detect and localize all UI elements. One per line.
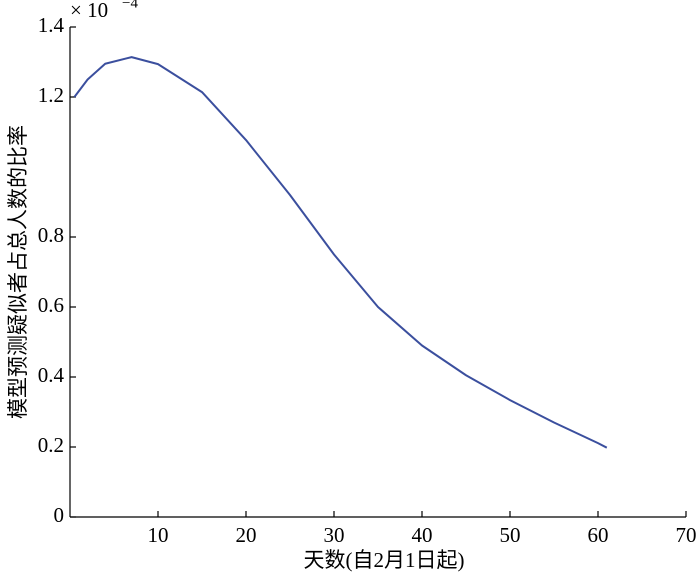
y-tick-label: 0.6 [38, 293, 64, 317]
y-tick-label: 0.4 [38, 363, 65, 387]
x-tick-label: 70 [676, 523, 697, 547]
x-tick-label: 20 [236, 523, 257, 547]
x-tick-label: 30 [324, 523, 345, 547]
x-tick-label: 50 [500, 523, 521, 547]
y-tick-label: 0 [54, 503, 65, 527]
y-tick-label: 1.4 [38, 13, 65, 37]
multiplier: × 10 [70, 0, 108, 22]
x-tick-label: 60 [588, 523, 609, 547]
x-tick-label: 40 [412, 523, 433, 547]
data-line [73, 56, 608, 449]
y-tick-label: 0.2 [38, 433, 64, 457]
x-axis-label: 天数(自2月1日起) [304, 548, 465, 572]
y-tick-label: 0.8 [38, 223, 64, 247]
y-axis-label: 模型预测疑似者占总人数的比率 [6, 125, 30, 419]
multiplier-exponent: −4 [122, 0, 138, 11]
x-tick-label: 10 [148, 523, 169, 547]
y-tick-label: 1.2 [38, 83, 64, 107]
